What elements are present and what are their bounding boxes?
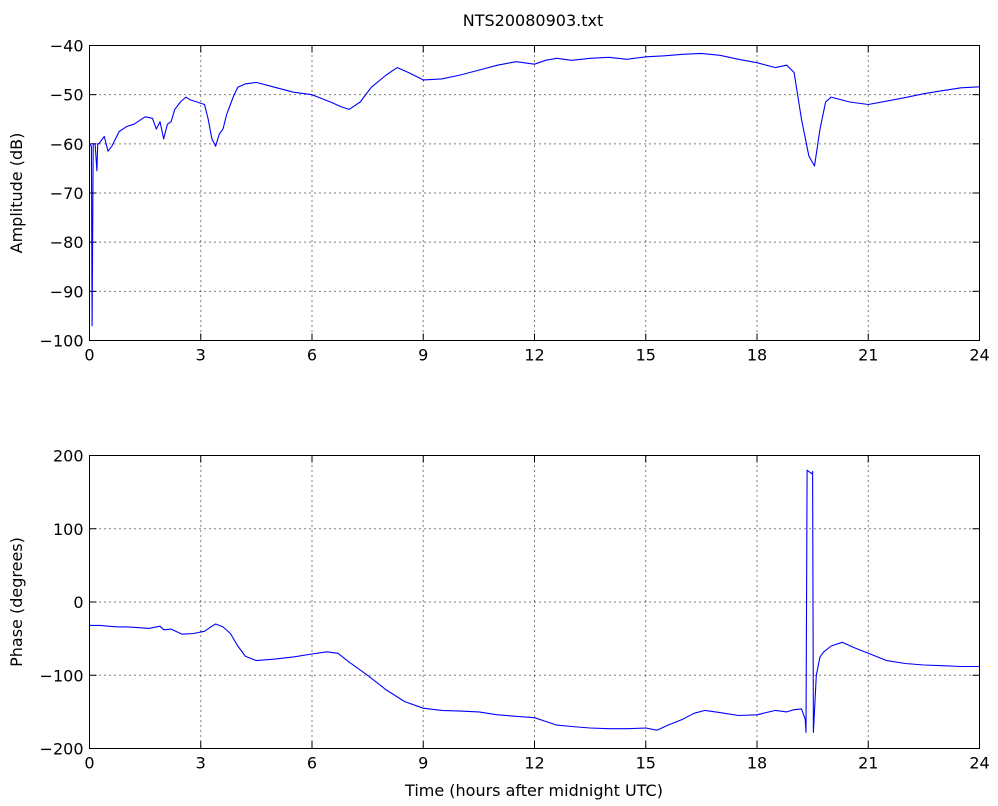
x-tick-label: 0: [84, 754, 94, 773]
y-tick-label: 100: [53, 520, 84, 539]
amplitude-y-tick-labels: −40 −50 −60 −70 −80 −90 −100: [40, 37, 84, 351]
x-tick-label: 9: [418, 346, 428, 365]
phase-series-line: [89, 469, 980, 733]
y-tick-label: −100: [40, 666, 84, 685]
x-tick-label: 3: [196, 346, 206, 365]
x-tick-label: 18: [747, 346, 767, 365]
chart-title: NTS20080903.txt: [463, 11, 603, 30]
phase-y-tick-labels: 200 100 0 −100 −200: [40, 447, 84, 759]
x-tick-label: 24: [969, 754, 989, 773]
y-tick-label: −80: [50, 233, 84, 252]
y-tick-label: −90: [50, 282, 84, 301]
phase-x-tick-labels: 0 3 6 9 12 15 18 21 24: [84, 754, 989, 773]
x-tick-label: 12: [524, 754, 544, 773]
x-tick-label: 3: [196, 754, 206, 773]
y-tick-label: −100: [40, 332, 84, 351]
x-axis-label: Time (hours after midnight UTC): [404, 781, 663, 800]
x-tick-label: 24: [969, 346, 989, 365]
x-tick-label: 6: [307, 754, 317, 773]
y-tick-label: −200: [40, 740, 84, 759]
amplitude-grid: [89, 45, 980, 341]
phase-panel: 0 3 6 9 12 15 18 21 24 200 100 0 −100 −200 Phase (de…: [7, 447, 990, 801]
amplitude-y-axis-label: Amplitude (dB): [7, 133, 26, 254]
x-tick-label: 6: [307, 346, 317, 365]
x-tick-label: 15: [636, 754, 656, 773]
amplitude-series-line: [89, 52, 980, 327]
x-tick-label: 12: [524, 346, 544, 365]
phase-grid: [89, 455, 980, 749]
x-tick-label: 9: [418, 754, 428, 773]
y-tick-label: 200: [53, 447, 84, 466]
y-tick-label: −40: [50, 37, 84, 56]
phase-ticks: [89, 455, 980, 749]
y-tick-label: −50: [50, 86, 84, 105]
y-tick-label: −70: [50, 184, 84, 203]
x-tick-label: 21: [858, 754, 878, 773]
amplitude-panel: 0 3 6 9 12 15 18 21 24 −40 −50 −60 −70 −80 −90 −100 Am…: [7, 37, 990, 365]
y-tick-label: 0: [73, 593, 83, 612]
phase-y-axis-label: Phase (degrees): [7, 537, 26, 667]
amplitude-x-tick-labels: 0 3 6 9 12 15 18 21 24: [84, 346, 989, 365]
x-tick-label: 21: [858, 346, 878, 365]
x-tick-label: 0: [84, 346, 94, 365]
x-tick-label: 15: [636, 346, 656, 365]
y-tick-label: −60: [50, 135, 84, 154]
x-tick-label: 18: [747, 754, 767, 773]
amplitude-ticks: [89, 45, 980, 341]
